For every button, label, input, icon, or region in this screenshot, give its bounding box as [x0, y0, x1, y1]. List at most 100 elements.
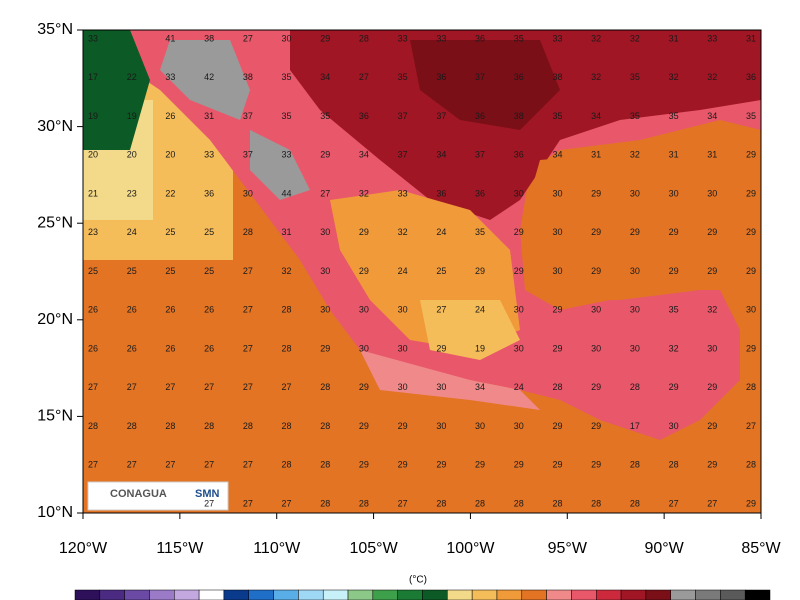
grid-value: 30: [282, 33, 292, 43]
grid-value: 29: [359, 460, 369, 470]
grid-value: 29: [436, 343, 446, 353]
grid-value: 37: [475, 72, 485, 82]
grid-value: 19: [88, 111, 98, 121]
grid-value: 28: [282, 343, 292, 353]
grid-value: 33: [707, 33, 717, 43]
colorbar-swatch: [248, 589, 274, 600]
grid-value: 35: [514, 33, 524, 43]
lon-label: 95°W: [548, 540, 588, 557]
lon-label: 90°W: [644, 540, 684, 557]
grid-value: 30: [630, 343, 640, 353]
grid-value: 26: [88, 305, 98, 315]
grid-value: 29: [552, 305, 562, 315]
grid-value: 25: [165, 227, 175, 237]
grid-value: 29: [552, 460, 562, 470]
grid-value: 22: [127, 72, 137, 82]
colorbar-swatch: [298, 589, 324, 600]
grid-value: 17: [88, 72, 98, 82]
grid-value: 32: [282, 266, 292, 276]
grid-value: 33: [398, 33, 408, 43]
grid-value: 32: [630, 33, 640, 43]
grid-value: 33: [436, 33, 446, 43]
grid-value: 36: [359, 111, 369, 121]
grid-value: 35: [282, 72, 292, 82]
grid-value: 27: [243, 382, 253, 392]
logo-conagua: CONAGUA: [110, 488, 167, 500]
colorbar-swatch: [645, 589, 671, 600]
grid-value: 36: [514, 72, 524, 82]
colorbar-swatch: [695, 589, 721, 600]
grid-value: 29: [398, 460, 408, 470]
grid-value: 28: [746, 460, 756, 470]
grid-value: 28: [436, 498, 446, 508]
colorbar-swatch: [74, 589, 101, 600]
grid-value: 35: [669, 305, 679, 315]
grid-value: 31: [669, 33, 679, 43]
grid-value: 30: [707, 188, 717, 198]
grid-value: 28: [243, 227, 253, 237]
grid-value: 27: [165, 460, 175, 470]
grid-value: 30: [320, 266, 330, 276]
grid-value: 30: [475, 421, 485, 431]
grid-value: 28: [630, 382, 640, 392]
grid-value: 27: [204, 382, 214, 392]
grid-value: 29: [746, 266, 756, 276]
grid-value: 28: [514, 498, 524, 508]
colorbar-swatch: [670, 589, 696, 600]
grid-value: 32: [707, 72, 717, 82]
grid-value: 29: [359, 382, 369, 392]
colorbar-swatch: [471, 589, 498, 600]
grid-value: 20: [165, 150, 175, 160]
colorbar-swatch: [174, 589, 200, 600]
grid-value: 28: [320, 498, 330, 508]
grid-value: 31: [204, 111, 214, 121]
colorbar-swatch: [422, 589, 448, 600]
grid-value: 30: [552, 266, 562, 276]
grid-value: 30: [359, 305, 369, 315]
grid-value: 36: [475, 188, 485, 198]
grid-value: 37: [243, 111, 253, 121]
grid-value: 29: [359, 227, 369, 237]
lon-label: 100°W: [446, 540, 495, 557]
grid-value: 36: [475, 33, 485, 43]
grid-value: 29: [359, 266, 369, 276]
grid-value: 36: [204, 188, 214, 198]
lon-label: 85°W: [741, 540, 781, 557]
grid-value: 28: [630, 460, 640, 470]
grid-value: 38: [204, 33, 214, 43]
grid-value: 23: [127, 188, 137, 198]
grid-value: 35: [669, 111, 679, 121]
grid-value: 27: [669, 498, 679, 508]
lat-label: 10°N: [37, 504, 73, 521]
grid-value: 30: [320, 305, 330, 315]
colorbar-swatch: [720, 589, 746, 600]
grid-value: 29: [475, 266, 485, 276]
grid-value: 29: [707, 421, 717, 431]
lat-label: 35°N: [37, 21, 73, 38]
grid-value: 20: [127, 150, 137, 160]
grid-value: 27: [127, 382, 137, 392]
grid-value: 29: [707, 382, 717, 392]
grid-value: 30: [591, 343, 601, 353]
grid-value: 38: [552, 72, 562, 82]
grid-value: 29: [707, 266, 717, 276]
grid-value: 28: [204, 421, 214, 431]
lon-label: 120°W: [59, 540, 108, 557]
grid-value: 28: [552, 382, 562, 392]
grid-value: 30: [436, 382, 446, 392]
logo-smn: SMN: [195, 488, 220, 500]
grid-value: 29: [359, 421, 369, 431]
grid-value: 29: [746, 343, 756, 353]
colorbar-swatch: [273, 589, 299, 600]
grid-value: 27: [282, 382, 292, 392]
grid-value: 25: [436, 266, 446, 276]
grid-value: 30: [591, 305, 601, 315]
grid-value: 25: [127, 266, 137, 276]
grid-value: 28: [359, 498, 369, 508]
grid-value: 30: [320, 227, 330, 237]
units-label: (°C): [409, 575, 427, 586]
colorbar-swatch: [496, 589, 523, 600]
grid-value: 19: [475, 343, 485, 353]
grid-value: 28: [88, 421, 98, 431]
